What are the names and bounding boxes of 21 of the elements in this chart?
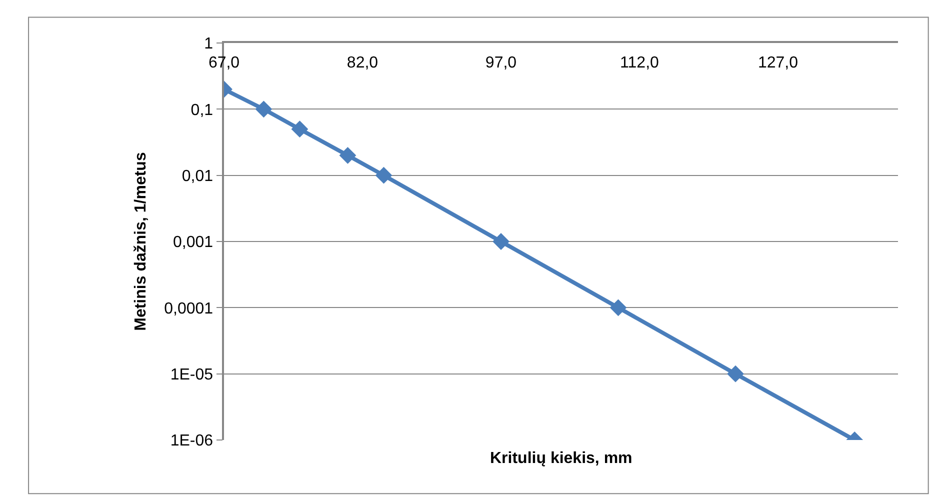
y-axis-title: Metinis dažnis, 1/metus <box>132 152 150 331</box>
point <box>339 146 356 164</box>
x-axis-title: Kritulių kiekis, mm <box>490 450 632 467</box>
point <box>291 120 308 138</box>
y-tick-label: 1 <box>204 36 214 53</box>
y-tick-label: 1E-05 <box>170 366 214 384</box>
point <box>255 100 272 118</box>
point <box>375 166 392 184</box>
y-tick-label: 0,01 <box>182 168 214 185</box>
point <box>610 299 627 316</box>
x-tick-label: 67,0 <box>208 54 240 72</box>
point <box>727 365 744 382</box>
x-tick-label: 112,0 <box>620 54 660 72</box>
x-tick-label: 97,0 <box>485 54 517 72</box>
point <box>492 233 510 250</box>
y-tick-label: 0,001 <box>173 234 214 252</box>
y-tick-label: 0,1 <box>190 102 214 119</box>
y-tick-label: 1E-06 <box>170 432 214 450</box>
x-tick-label: 82,0 <box>346 54 378 72</box>
x-tick-label: 127,0 <box>758 54 798 72</box>
y-tick-label: 0,0001 <box>164 300 214 318</box>
